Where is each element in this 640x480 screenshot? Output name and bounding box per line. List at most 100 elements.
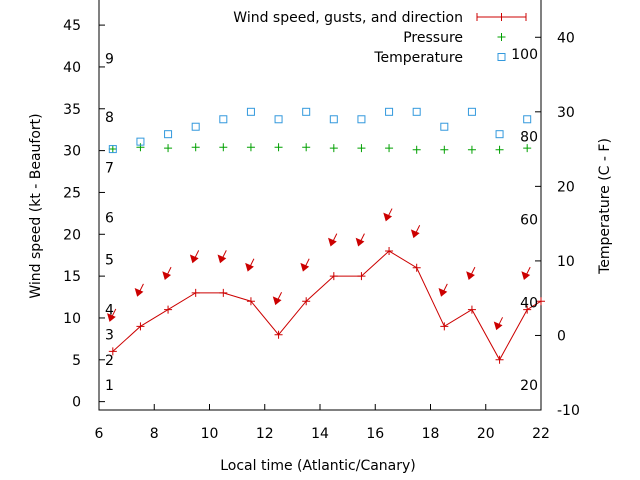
y-right-tick-label: 30 — [557, 105, 575, 121]
wind-arrow-head — [493, 321, 503, 331]
y-left-tick-label: 5 — [72, 353, 81, 369]
beaufort-label: 4 — [105, 303, 114, 319]
wind-arrow-head — [355, 237, 365, 247]
pressure-point — [495, 145, 504, 154]
wind-direction-arrow — [107, 308, 117, 322]
fahrenheit-label: 100 — [511, 47, 538, 63]
wind-direction-arrow — [383, 208, 393, 222]
y-left-tick-label: 0 — [72, 395, 81, 411]
temperature-point — [108, 145, 117, 154]
plot-border — [98, 0, 542, 411]
wind-speed-point — [274, 330, 283, 339]
legend-temperature-swatch — [497, 53, 506, 61]
legend-pressure-swatch — [497, 33, 506, 41]
y-left-tick-label: 35 — [63, 102, 81, 118]
wind-speed-point — [412, 263, 421, 272]
x-axis-label: Local time (Atlantic/Canary) — [220, 458, 416, 474]
beaufort-label: 7 — [105, 160, 114, 176]
y-right-tick-label: 10 — [557, 254, 575, 270]
x-tick-label: 22 — [532, 426, 550, 442]
wind-arrow-head — [383, 212, 393, 222]
wind-arrow-head — [300, 262, 310, 272]
pressure-point — [274, 143, 283, 152]
x-tick-label: 12 — [256, 426, 274, 442]
x-tick-label: 18 — [422, 426, 440, 442]
wind-direction-arrow — [300, 258, 310, 272]
beaufort-label: 8 — [105, 110, 114, 126]
y-left-tick-label: 20 — [63, 227, 81, 243]
y-axis-label-left: Wind speed (kt - Beaufort) — [28, 113, 44, 298]
temperature-point — [219, 115, 228, 124]
temperature-point — [467, 107, 476, 116]
fahrenheit-label: 20 — [520, 378, 538, 394]
temperature-point — [246, 107, 255, 116]
x-tick-label: 10 — [201, 426, 219, 442]
legend-temperature-label: Temperature — [373, 50, 463, 66]
wind-arrow-head — [410, 229, 420, 239]
wind-arrow-head — [189, 254, 199, 264]
temperature-point — [302, 107, 311, 116]
wind-direction-arrow — [162, 266, 172, 280]
y-left-tick-label: 30 — [63, 144, 81, 160]
wind-speed-point — [440, 322, 449, 331]
wind-direction-arrow — [189, 250, 200, 264]
wind-direction-arrow — [410, 225, 421, 239]
x-tick-label: 8 — [150, 426, 159, 442]
legend-wind-swatch — [476, 13, 527, 21]
wind-speed-point — [329, 272, 338, 281]
wind-direction-arrow — [328, 233, 338, 247]
wind-speed-point — [219, 288, 228, 297]
wind-arrow-head — [217, 254, 227, 264]
y-left-tick-label: 45 — [63, 18, 81, 34]
pressure-point — [191, 143, 200, 152]
temperature-point — [523, 115, 532, 124]
wind-speed-line — [112, 250, 542, 361]
wind-direction-arrow — [272, 292, 283, 306]
pressure-point — [108, 144, 117, 153]
wind-direction-arrow — [521, 266, 531, 280]
wind-arrow-head — [272, 296, 282, 306]
temperature-point — [495, 130, 504, 139]
x-tick-label: 6 — [95, 426, 104, 442]
plot-frame-layer — [98, 0, 542, 411]
wind-arrow-head — [438, 287, 448, 297]
wind-speed-point — [495, 355, 504, 364]
wind-direction-arrow — [217, 250, 227, 264]
pressure-point — [357, 144, 366, 153]
wind-speed-point — [136, 322, 145, 331]
wind-speed-point — [467, 305, 476, 314]
fahrenheit-label: 40 — [520, 295, 538, 311]
temperature-point — [412, 107, 421, 116]
pressure-point — [523, 144, 532, 153]
y-right-tick-label: -10 — [557, 403, 580, 419]
pressure-point — [302, 143, 311, 152]
pressure-point — [385, 144, 394, 153]
pressure-point — [164, 144, 173, 153]
x-tick-label: 16 — [366, 426, 384, 442]
series-layer — [107, 107, 545, 364]
beaufort-label: 9 — [105, 52, 114, 68]
wind-speed-point — [246, 297, 255, 306]
beaufort-label: 1 — [105, 378, 114, 394]
wind-arrow-head — [162, 271, 172, 280]
wind-speed-point — [385, 247, 394, 256]
wind-arrow-head — [521, 271, 531, 280]
wind-direction-arrow — [493, 317, 504, 331]
y-left-tick-label: 25 — [63, 185, 81, 201]
beaufort-label: 6 — [105, 211, 114, 227]
beaufort-label: 2 — [105, 353, 114, 369]
y-right-tick-label: 0 — [557, 328, 566, 344]
fahrenheit-label: 80 — [520, 130, 538, 146]
pressure-point — [329, 144, 338, 153]
temperature-point — [329, 115, 338, 124]
pressure-point — [412, 145, 421, 154]
pressure-point — [219, 143, 228, 152]
axis-layer: 6 8 10 12 14 16 18 20 22051015202530354045-10010… — [63, 18, 580, 442]
temperature-point — [357, 115, 366, 124]
wind-speed-point — [357, 272, 366, 281]
wind-direction-arrow — [134, 283, 144, 297]
pressure-point — [246, 143, 255, 152]
wind-arrow-head — [107, 313, 116, 322]
wind-direction-arrow — [438, 283, 448, 297]
